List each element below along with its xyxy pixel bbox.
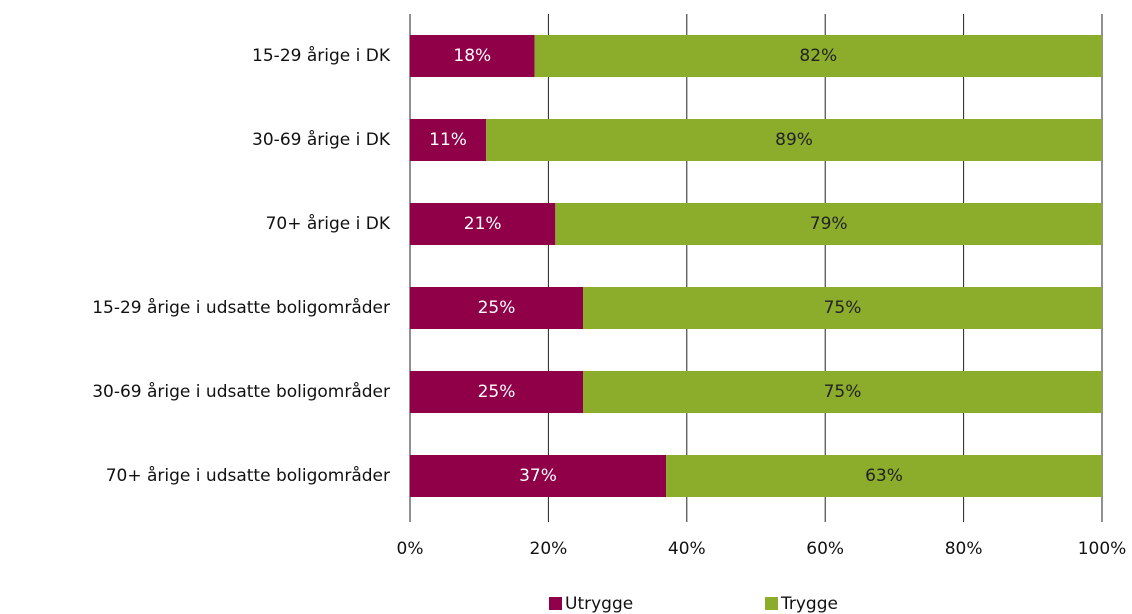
- data-label: 21%: [464, 214, 502, 234]
- x-tick-label: 100%: [1078, 539, 1127, 559]
- data-label: 82%: [799, 46, 837, 66]
- x-tick-label: 40%: [668, 539, 706, 559]
- data-label: 11%: [429, 130, 467, 150]
- data-label: 63%: [865, 466, 903, 486]
- y-tick-label: 30-69 årige i udsatte boligområder: [92, 381, 390, 402]
- y-tick-label: 70+ årige i udsatte boligområder: [106, 465, 390, 486]
- bar-segment: [534, 35, 1102, 77]
- data-label: 89%: [775, 130, 813, 150]
- x-tick-label: 20%: [530, 539, 568, 559]
- legend-swatch: [549, 597, 562, 610]
- bar-segment: [410, 203, 556, 245]
- bar-segment: [583, 287, 1102, 329]
- y-tick-label: 15-29 årige i udsatte boligområder: [92, 297, 390, 318]
- y-tick-label: 70+ årige i DK: [266, 213, 391, 234]
- data-label: 79%: [810, 214, 848, 234]
- x-tick-label: 0%: [397, 539, 424, 559]
- data-label: 25%: [478, 382, 516, 402]
- data-label: 18%: [453, 46, 491, 66]
- data-label: 75%: [824, 382, 862, 402]
- data-label: 37%: [519, 466, 557, 486]
- bar-segment: [486, 119, 1102, 161]
- y-tick-label: 15-29 årige i DK: [252, 45, 391, 66]
- bar-segment: [410, 455, 667, 497]
- bar-segment: [410, 371, 583, 413]
- bar-segment: [583, 371, 1102, 413]
- data-label: 25%: [478, 298, 516, 318]
- legend-swatch: [765, 597, 778, 610]
- x-tick-label: 80%: [945, 539, 983, 559]
- bar-segment: [410, 287, 583, 329]
- legend-label: Utrygge: [565, 594, 633, 614]
- data-label: 75%: [824, 298, 862, 318]
- y-tick-label: 30-69 årige i DK: [252, 129, 391, 150]
- bar-segment: [410, 35, 535, 77]
- bar-segment: [666, 455, 1102, 497]
- bar-segment: [410, 119, 487, 161]
- bar-segment: [555, 203, 1102, 245]
- x-tick-label: 60%: [806, 539, 844, 559]
- legend-label: Trygge: [780, 594, 838, 614]
